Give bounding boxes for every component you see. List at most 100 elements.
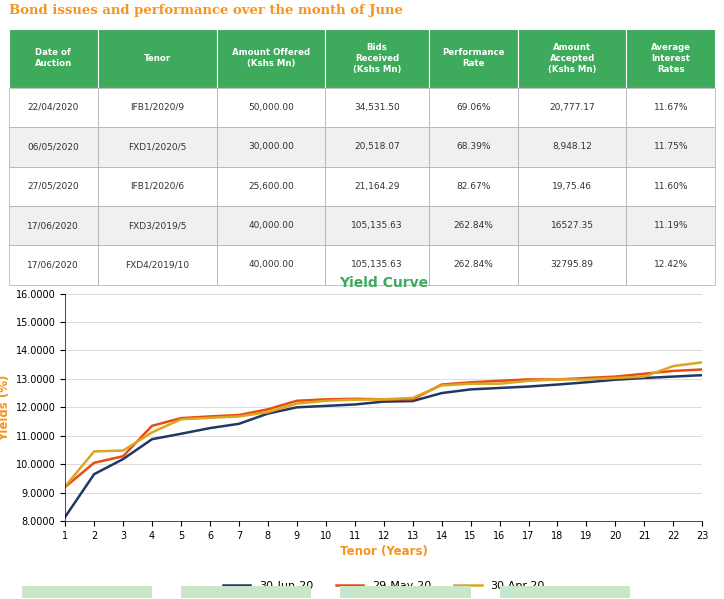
- FancyBboxPatch shape: [518, 88, 626, 127]
- Text: Amount
Accepted
(Kshs Mn): Amount Accepted (Kshs Mn): [548, 43, 597, 74]
- Text: 262.84%: 262.84%: [454, 221, 494, 230]
- 29-May-20: [148, 422, 156, 429]
- 29-May-20: [466, 379, 475, 386]
- Text: Performance
Rate: Performance Rate: [442, 49, 505, 68]
- 30-Apr-20: [61, 483, 70, 490]
- Text: 69.06%: 69.06%: [456, 103, 491, 112]
- 30-Jun-20: [437, 389, 446, 397]
- 30-Apr-20: [466, 380, 475, 388]
- Text: 27/05/2020: 27/05/2020: [28, 181, 79, 190]
- 30-Jun-20: [640, 374, 649, 382]
- 30-Apr-20: [611, 374, 620, 382]
- FancyBboxPatch shape: [429, 127, 518, 167]
- Text: Date of
Auction: Date of Auction: [35, 49, 72, 68]
- FancyBboxPatch shape: [98, 29, 217, 88]
- Text: 40,000.00: 40,000.00: [248, 261, 294, 270]
- 30-Apr-20: [90, 448, 98, 455]
- Y-axis label: Yields (%): Yields (%): [0, 374, 12, 440]
- FancyBboxPatch shape: [325, 88, 429, 127]
- FancyBboxPatch shape: [626, 245, 715, 285]
- 30-Jun-20: [235, 420, 243, 428]
- FancyBboxPatch shape: [9, 245, 98, 285]
- FancyBboxPatch shape: [217, 206, 325, 245]
- Text: FXD1/2020/5: FXD1/2020/5: [128, 143, 187, 152]
- 30-Apr-20: [698, 359, 707, 366]
- X-axis label: Tenor (Years): Tenor (Years): [340, 545, 428, 558]
- FancyBboxPatch shape: [98, 127, 217, 167]
- 30-Apr-20: [264, 409, 272, 416]
- FancyBboxPatch shape: [429, 245, 518, 285]
- Text: 34,531.50: 34,531.50: [354, 103, 400, 112]
- 29-May-20: [495, 377, 504, 385]
- Text: 11.19%: 11.19%: [654, 221, 688, 230]
- Text: 40,000.00: 40,000.00: [248, 221, 294, 230]
- Text: 11.75%: 11.75%: [654, 143, 688, 152]
- Text: FXD4/2019/10: FXD4/2019/10: [125, 261, 190, 270]
- FancyBboxPatch shape: [429, 29, 518, 88]
- 30-Jun-20: [698, 371, 707, 379]
- FancyBboxPatch shape: [9, 127, 98, 167]
- 30-Jun-20: [148, 435, 156, 443]
- FancyBboxPatch shape: [626, 29, 715, 88]
- FancyBboxPatch shape: [325, 167, 429, 206]
- FancyBboxPatch shape: [9, 29, 98, 88]
- Text: 17/06/2020: 17/06/2020: [28, 221, 79, 230]
- Text: 20,518.07: 20,518.07: [354, 143, 400, 152]
- Line: 30-Jun-20: 30-Jun-20: [65, 375, 702, 517]
- 29-May-20: [264, 406, 272, 413]
- FancyBboxPatch shape: [626, 206, 715, 245]
- 29-May-20: [119, 453, 127, 460]
- 30-Jun-20: [669, 373, 678, 380]
- 29-May-20: [90, 459, 98, 467]
- Text: Bids
Received
(Kshs Mn): Bids Received (Kshs Mn): [353, 43, 401, 74]
- FancyBboxPatch shape: [217, 29, 325, 88]
- 30-Jun-20: [495, 385, 504, 392]
- 30-Jun-20: [350, 401, 359, 408]
- 29-May-20: [61, 483, 70, 491]
- FancyBboxPatch shape: [22, 586, 152, 598]
- 30-Apr-20: [553, 376, 562, 383]
- 29-May-20: [553, 376, 562, 383]
- Text: 68.39%: 68.39%: [456, 143, 491, 152]
- 30-Apr-20: [582, 376, 591, 383]
- 30-Jun-20: [61, 513, 70, 521]
- 29-May-20: [524, 376, 533, 383]
- FancyBboxPatch shape: [217, 245, 325, 285]
- FancyBboxPatch shape: [626, 88, 715, 127]
- FancyBboxPatch shape: [518, 167, 626, 206]
- Text: 11.67%: 11.67%: [654, 103, 688, 112]
- 29-May-20: [640, 370, 649, 377]
- 30-Apr-20: [177, 416, 185, 423]
- 29-May-20: [350, 395, 359, 403]
- 29-May-20: [379, 396, 388, 403]
- FancyBboxPatch shape: [429, 167, 518, 206]
- FancyBboxPatch shape: [325, 29, 429, 88]
- Text: 25,600.00: 25,600.00: [248, 181, 294, 190]
- FancyBboxPatch shape: [518, 206, 626, 245]
- 29-May-20: [177, 415, 185, 422]
- Line: 30-Apr-20: 30-Apr-20: [65, 362, 702, 486]
- 30-Apr-20: [235, 413, 243, 420]
- 30-Apr-20: [669, 362, 678, 370]
- Text: 06/05/2020: 06/05/2020: [28, 143, 79, 152]
- 30-Apr-20: [292, 400, 301, 407]
- 30-Apr-20: [495, 380, 504, 388]
- Text: 262.84%: 262.84%: [454, 261, 494, 270]
- FancyBboxPatch shape: [217, 167, 325, 206]
- FancyBboxPatch shape: [626, 127, 715, 167]
- FancyBboxPatch shape: [429, 88, 518, 127]
- Text: 12.42%: 12.42%: [654, 261, 688, 270]
- Text: IFB1/2020/9: IFB1/2020/9: [130, 103, 185, 112]
- FancyBboxPatch shape: [98, 167, 217, 206]
- Text: 20,777.17: 20,777.17: [550, 103, 595, 112]
- 30-Apr-20: [408, 394, 417, 401]
- 29-May-20: [206, 413, 214, 420]
- FancyBboxPatch shape: [9, 88, 98, 127]
- 30-Jun-20: [466, 386, 475, 393]
- FancyBboxPatch shape: [518, 245, 626, 285]
- Text: Average
Interest
Rates: Average Interest Rates: [651, 43, 691, 74]
- 30-Jun-20: [321, 403, 330, 410]
- Text: 17/06/2020: 17/06/2020: [28, 261, 79, 270]
- Text: Bond issues and performance over the month of June: Bond issues and performance over the mon…: [9, 4, 403, 17]
- 30-Jun-20: [582, 379, 591, 386]
